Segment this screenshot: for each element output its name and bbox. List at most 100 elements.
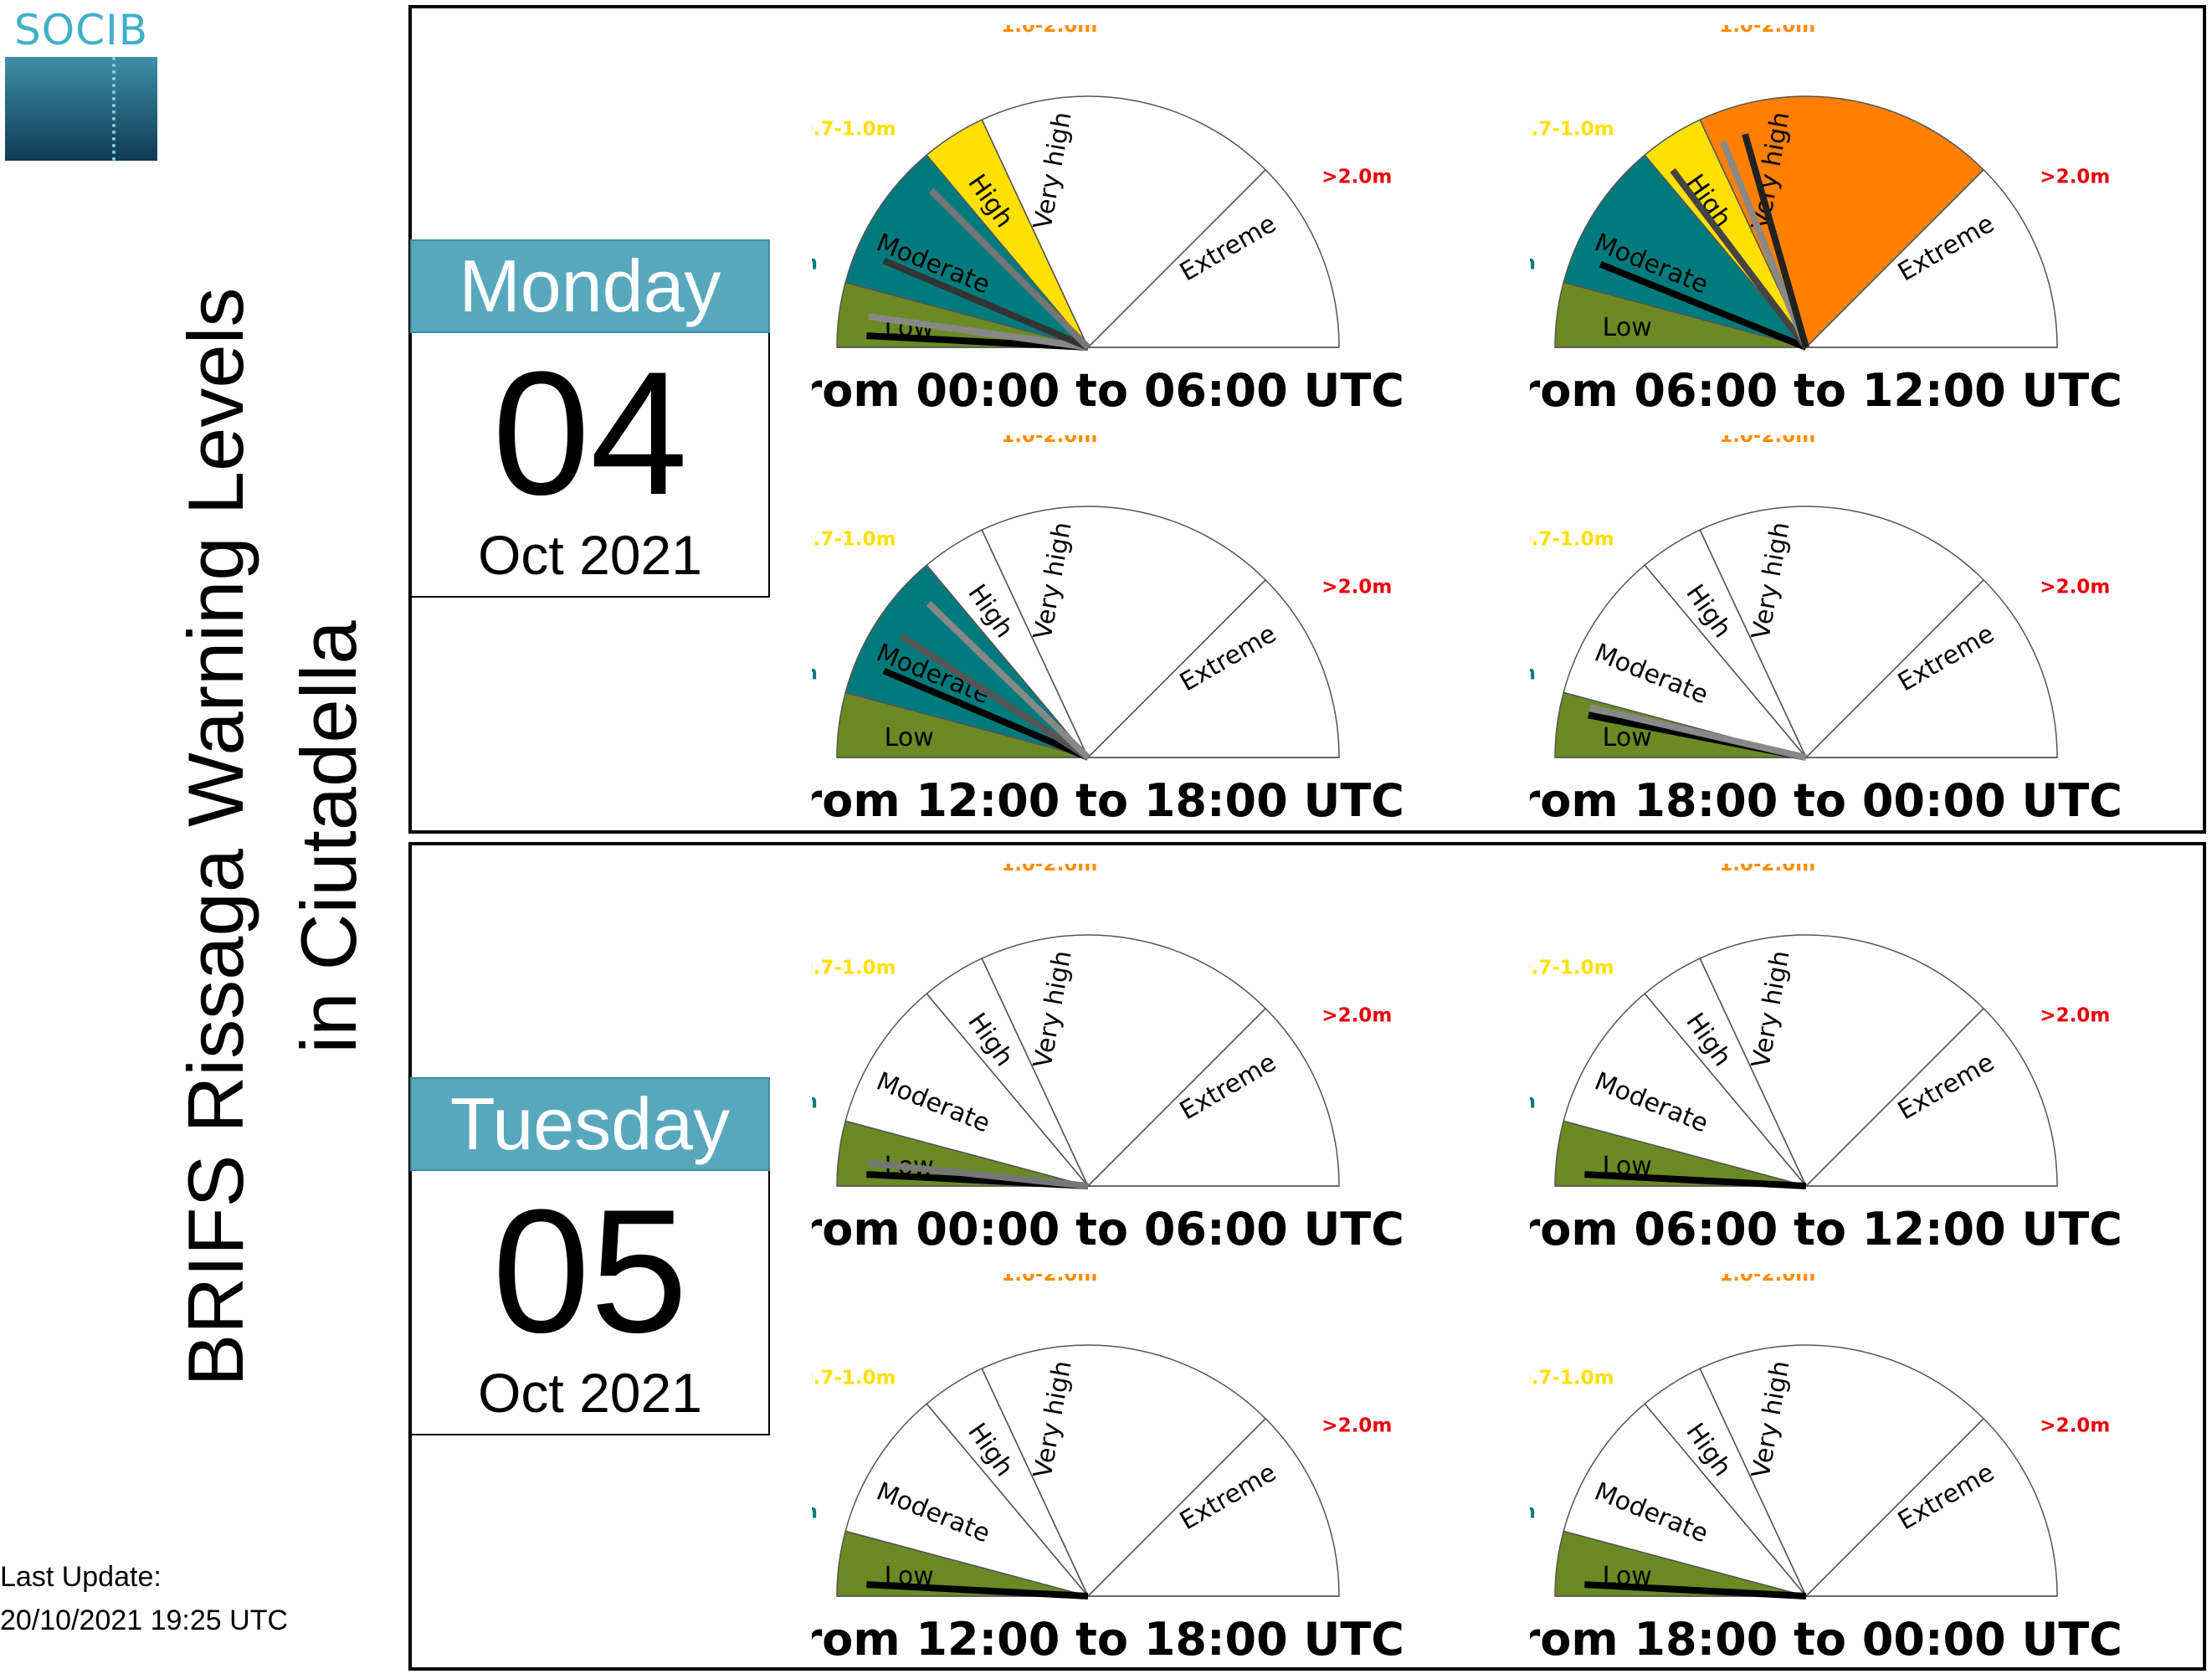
- period-caption: From 06:00 to 12:00 UTC: [1530, 1203, 2122, 1256]
- sector-outline: [981, 934, 1267, 1188]
- gauge-needle: [882, 667, 1090, 761]
- gauge-needle: [1599, 260, 1808, 351]
- level-label: Very high: [1746, 1358, 1795, 1481]
- gauge-needle: [1670, 167, 1809, 350]
- logo-graphic: [5, 57, 157, 161]
- gauge-needle: [1584, 1171, 1807, 1189]
- sector-outline: [844, 993, 1091, 1188]
- last-update-label: Last Update:: [0, 1561, 162, 1593]
- title-line-2: in Ciutadella: [285, 620, 372, 1054]
- sector-outline: [981, 506, 1267, 759]
- month-year: Oct 2021: [478, 524, 702, 586]
- period-caption: From 00:00 to 06:00 UTC: [812, 1203, 1404, 1256]
- gauge-needle: [1719, 140, 1809, 349]
- range-label: 1.0-2.0m: [1001, 435, 1097, 447]
- range-label: 1.0-2.0m: [1001, 25, 1097, 37]
- range-label: >2.0m: [1322, 167, 1392, 188]
- range-label: 1.0-2.0m: [1001, 864, 1097, 876]
- gauge-needle: [868, 313, 1089, 351]
- range-label: 0.7-1.0m: [812, 1367, 896, 1389]
- weekday-header: Monday: [410, 239, 770, 333]
- sector-outline: [1563, 1403, 1809, 1598]
- level-label: Very high: [1746, 520, 1795, 642]
- gauge-needle: [867, 1159, 1089, 1189]
- level-label: Very high: [1028, 520, 1077, 642]
- range-label: 0.7-1.0m: [1530, 118, 1614, 140]
- range-label: 0.7-1.0m: [1530, 1367, 1614, 1389]
- range-label: 1.0-2.0m: [1719, 25, 1815, 37]
- level-label: High: [1680, 1008, 1737, 1072]
- range-label: 0.2-0.7m: [812, 253, 818, 275]
- level-label: Very high: [1028, 110, 1077, 232]
- gauge-needle: [926, 601, 1091, 760]
- range-label: 0.7-1.0m: [812, 528, 896, 550]
- period-caption: From 18:00 to 00:00 UTC: [1530, 1613, 2122, 1666]
- level-label: Extreme: [1893, 1458, 1999, 1536]
- level-label: High: [1680, 1418, 1737, 1482]
- level-label: Moderate: [872, 1477, 993, 1549]
- period-caption: From 12:00 to 18:00 UTC: [812, 774, 1404, 827]
- level-label: Extreme: [1893, 1048, 1999, 1126]
- sector-outline: [1086, 1417, 1340, 1597]
- range-label: >2.0m: [2040, 167, 2110, 188]
- sector-outline: [844, 564, 1091, 759]
- weekday-header: Tuesday: [410, 1077, 770, 1171]
- gauge-needle: [882, 257, 1090, 351]
- sector-outline: [1086, 168, 1340, 348]
- day-number: 05: [492, 1173, 688, 1369]
- range-label: >2.0m: [2040, 577, 2110, 598]
- sector-outline: [1699, 506, 1985, 759]
- range-label: 1.0-2.0m: [1719, 864, 1815, 876]
- sector-outline: [1563, 154, 1809, 349]
- sector-fill-moderate: [845, 155, 1088, 347]
- gauge-needle: [928, 187, 1091, 350]
- level-label: High: [1680, 579, 1737, 644]
- day-number: 04: [492, 335, 688, 531]
- range-label: 0.2-0.7m: [1530, 1502, 1536, 1523]
- range-label: 0.7-1.0m: [1530, 957, 1614, 978]
- month-year: Oct 2021: [478, 1362, 702, 1424]
- period-caption: From 06:00 to 12:00 UTC: [1530, 364, 2122, 417]
- sector-outline: [1563, 564, 1809, 759]
- period-caption: From 12:00 to 18:00 UTC: [812, 1613, 1404, 1666]
- level-label: High: [962, 1008, 1019, 1072]
- level-label: Low: [885, 723, 934, 752]
- gauge-needle: [1584, 1581, 1807, 1600]
- level-label: Moderate: [1590, 1067, 1712, 1139]
- level-label: High: [962, 1418, 1019, 1482]
- level-label: Moderate: [1590, 1477, 1712, 1549]
- range-label: 0.7-1.0m: [1530, 528, 1614, 550]
- logo-road-line: [112, 57, 115, 161]
- sector-outline: [1804, 168, 2058, 348]
- date-card-body: 04 Oct 2021: [410, 333, 770, 598]
- date-card-tuesday: Tuesday 05 Oct 2021: [410, 1077, 770, 1435]
- period-caption: From 00:00 to 06:00 UTC: [812, 364, 1404, 417]
- sector-outline: [1699, 934, 1985, 1188]
- level-label: Moderate: [1590, 639, 1712, 711]
- last-update: Last Update: 20/10/2021 19:25 UTC: [0, 1555, 288, 1642]
- sector-outline: [981, 1344, 1267, 1598]
- sector-outline: [1804, 578, 2058, 758]
- range-label: >2.0m: [1322, 1415, 1392, 1437]
- sector-outline: [844, 1403, 1091, 1598]
- date-card-monday: Monday 04 Oct 2021: [410, 239, 770, 598]
- range-label: 0.7-1.0m: [812, 957, 896, 978]
- sector-outline: [844, 154, 1091, 349]
- level-label: Very high: [1746, 948, 1795, 1071]
- range-label: 0.7-1.0m: [812, 118, 896, 140]
- range-label: 1.0-2.0m: [1001, 1274, 1097, 1286]
- range-label: 0.2-0.7m: [1530, 663, 1536, 685]
- sector-outline: [1086, 578, 1340, 758]
- sector-outline: [1699, 95, 1985, 349]
- range-label: 1.0-2.0m: [1719, 1274, 1815, 1286]
- sector-outline: [1086, 1007, 1340, 1187]
- range-label: >2.0m: [2040, 1005, 2110, 1027]
- range-label: 0.2-0.7m: [812, 1502, 818, 1523]
- logo-text: SOCIB: [13, 6, 149, 54]
- level-label: Low: [1603, 313, 1652, 342]
- sector-fill-moderate: [1563, 155, 1806, 347]
- socib-logo: SOCIB: [5, 5, 157, 161]
